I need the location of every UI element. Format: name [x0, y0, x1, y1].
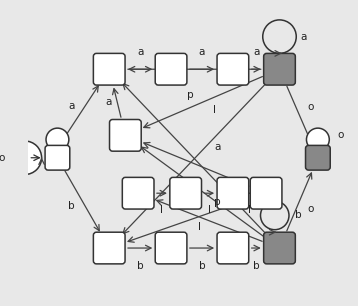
Text: l: l [198, 222, 200, 232]
Circle shape [8, 141, 42, 174]
FancyBboxPatch shape [110, 119, 141, 151]
Text: b: b [295, 211, 301, 220]
Text: b: b [199, 261, 205, 271]
Circle shape [306, 128, 329, 151]
FancyBboxPatch shape [217, 53, 249, 85]
FancyBboxPatch shape [93, 53, 125, 85]
Text: b: b [68, 201, 74, 211]
Text: l: l [213, 105, 216, 115]
FancyBboxPatch shape [263, 53, 295, 85]
FancyBboxPatch shape [93, 232, 125, 264]
Text: a: a [199, 47, 205, 57]
Text: a: a [68, 101, 74, 111]
Text: b: b [253, 261, 260, 271]
Text: b: b [137, 261, 144, 271]
FancyBboxPatch shape [250, 177, 282, 209]
Text: o: o [308, 204, 314, 214]
Text: a: a [253, 47, 260, 57]
FancyBboxPatch shape [170, 177, 202, 209]
Text: a: a [105, 97, 112, 107]
Text: l: l [208, 205, 211, 215]
Text: a: a [137, 47, 143, 57]
Circle shape [46, 128, 69, 151]
FancyBboxPatch shape [45, 145, 70, 170]
FancyBboxPatch shape [217, 177, 249, 209]
Text: p: p [187, 90, 193, 100]
FancyBboxPatch shape [263, 232, 295, 264]
Text: o: o [0, 153, 5, 163]
FancyBboxPatch shape [155, 53, 187, 85]
FancyBboxPatch shape [155, 232, 187, 264]
Text: o: o [308, 103, 314, 112]
FancyBboxPatch shape [217, 232, 249, 264]
FancyBboxPatch shape [305, 145, 330, 170]
Text: l: l [248, 205, 251, 215]
Text: l: l [160, 205, 163, 215]
FancyBboxPatch shape [122, 177, 154, 209]
Text: a: a [214, 142, 221, 152]
Text: a: a [301, 32, 307, 42]
Text: o: o [338, 129, 344, 140]
Text: p: p [214, 197, 221, 207]
